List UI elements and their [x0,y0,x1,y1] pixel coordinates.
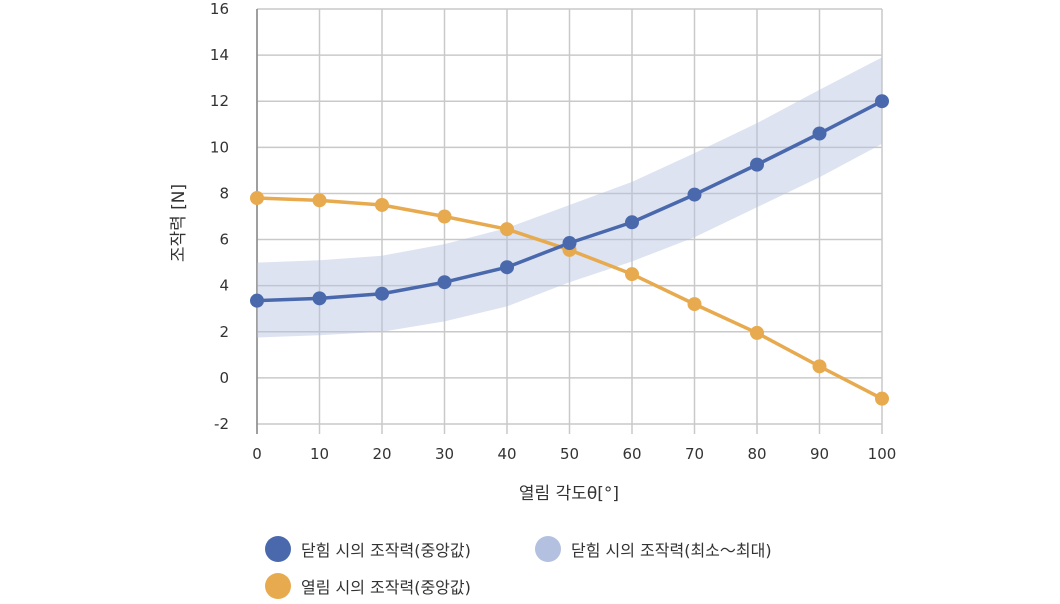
y-tick-label: 16 [210,0,229,18]
closing-median-point [812,126,827,141]
legend-swatch-closing-range [535,536,561,562]
opening-median-point [312,193,327,208]
closing-median-point [437,275,452,290]
series-points [250,94,889,406]
x-axis-title: 열림 각도θ[°] [519,484,619,504]
legend-item-opening-median: 열림 시의 조작력(중앙값) [265,573,471,599]
x-tick-label: 100 [868,445,897,463]
closing-median-point [687,187,702,202]
closing-median-point [250,293,264,308]
range-band-layer [257,57,882,338]
y-tick-label: 2 [219,323,229,341]
legend-label-closing-median: 닫힘 시의 조작력(중앙값) [301,541,471,560]
x-tick-label: 20 [372,445,391,463]
opening-median-point [250,191,264,206]
x-tick-label: 0 [252,445,262,463]
x-tick-label: 30 [435,445,454,463]
x-tick-label: 80 [747,445,766,463]
y-tick-label: -2 [214,415,229,433]
y-tick-label: 14 [210,46,229,64]
legend-item-closing-range: 닫힘 시의 조작력(최소～최대) [535,536,772,562]
y-tick-label: 12 [210,92,229,110]
closing-median-point [750,157,764,172]
x-tick-label: 40 [497,445,516,463]
opening-median-point [875,391,889,406]
legend-item-closing-median: 닫힘 시의 조작력(중앙값) [265,536,471,562]
opening-median-point [625,267,639,282]
closing-median-point [875,94,889,109]
y-tick-label: 4 [219,277,229,295]
opening-median-point [500,222,514,237]
opening-median-point [750,325,764,340]
legend-label-closing-range: 닫힘 시의 조작력(최소～최대) [571,541,772,560]
opening-median-point [812,359,827,374]
y-tick-label: 8 [219,184,229,202]
y-axis-title: 조작력 [N] [169,184,189,262]
legend-swatch-closing-median [265,536,291,562]
x-tick-label: 60 [622,445,641,463]
closing-median-point [375,286,389,301]
opening-median-point [437,209,452,224]
opening-median-point [375,197,389,212]
closing-median-point [312,291,327,306]
closing-median-point [500,260,514,275]
legend-swatch-opening-median [265,573,291,599]
opening-median-point [687,297,702,312]
x-tick-label: 70 [685,445,704,463]
closing-median-point [625,215,639,230]
closing-range-band [257,57,882,338]
x-tick-label: 10 [310,445,329,463]
legend: 닫힘 시의 조작력(중앙값) 닫힘 시의 조작력(최소～최대) 열림 시의 조작… [265,534,865,604]
y-tick-label: 0 [219,369,229,387]
legend-label-opening-median: 열림 시의 조작력(중앙값) [301,578,471,597]
closing-median-point [562,236,577,251]
y-tick-label: 10 [210,138,229,156]
x-tick-label: 90 [810,445,829,463]
x-tick-label: 50 [560,445,579,463]
y-tick-label: 6 [219,231,229,249]
